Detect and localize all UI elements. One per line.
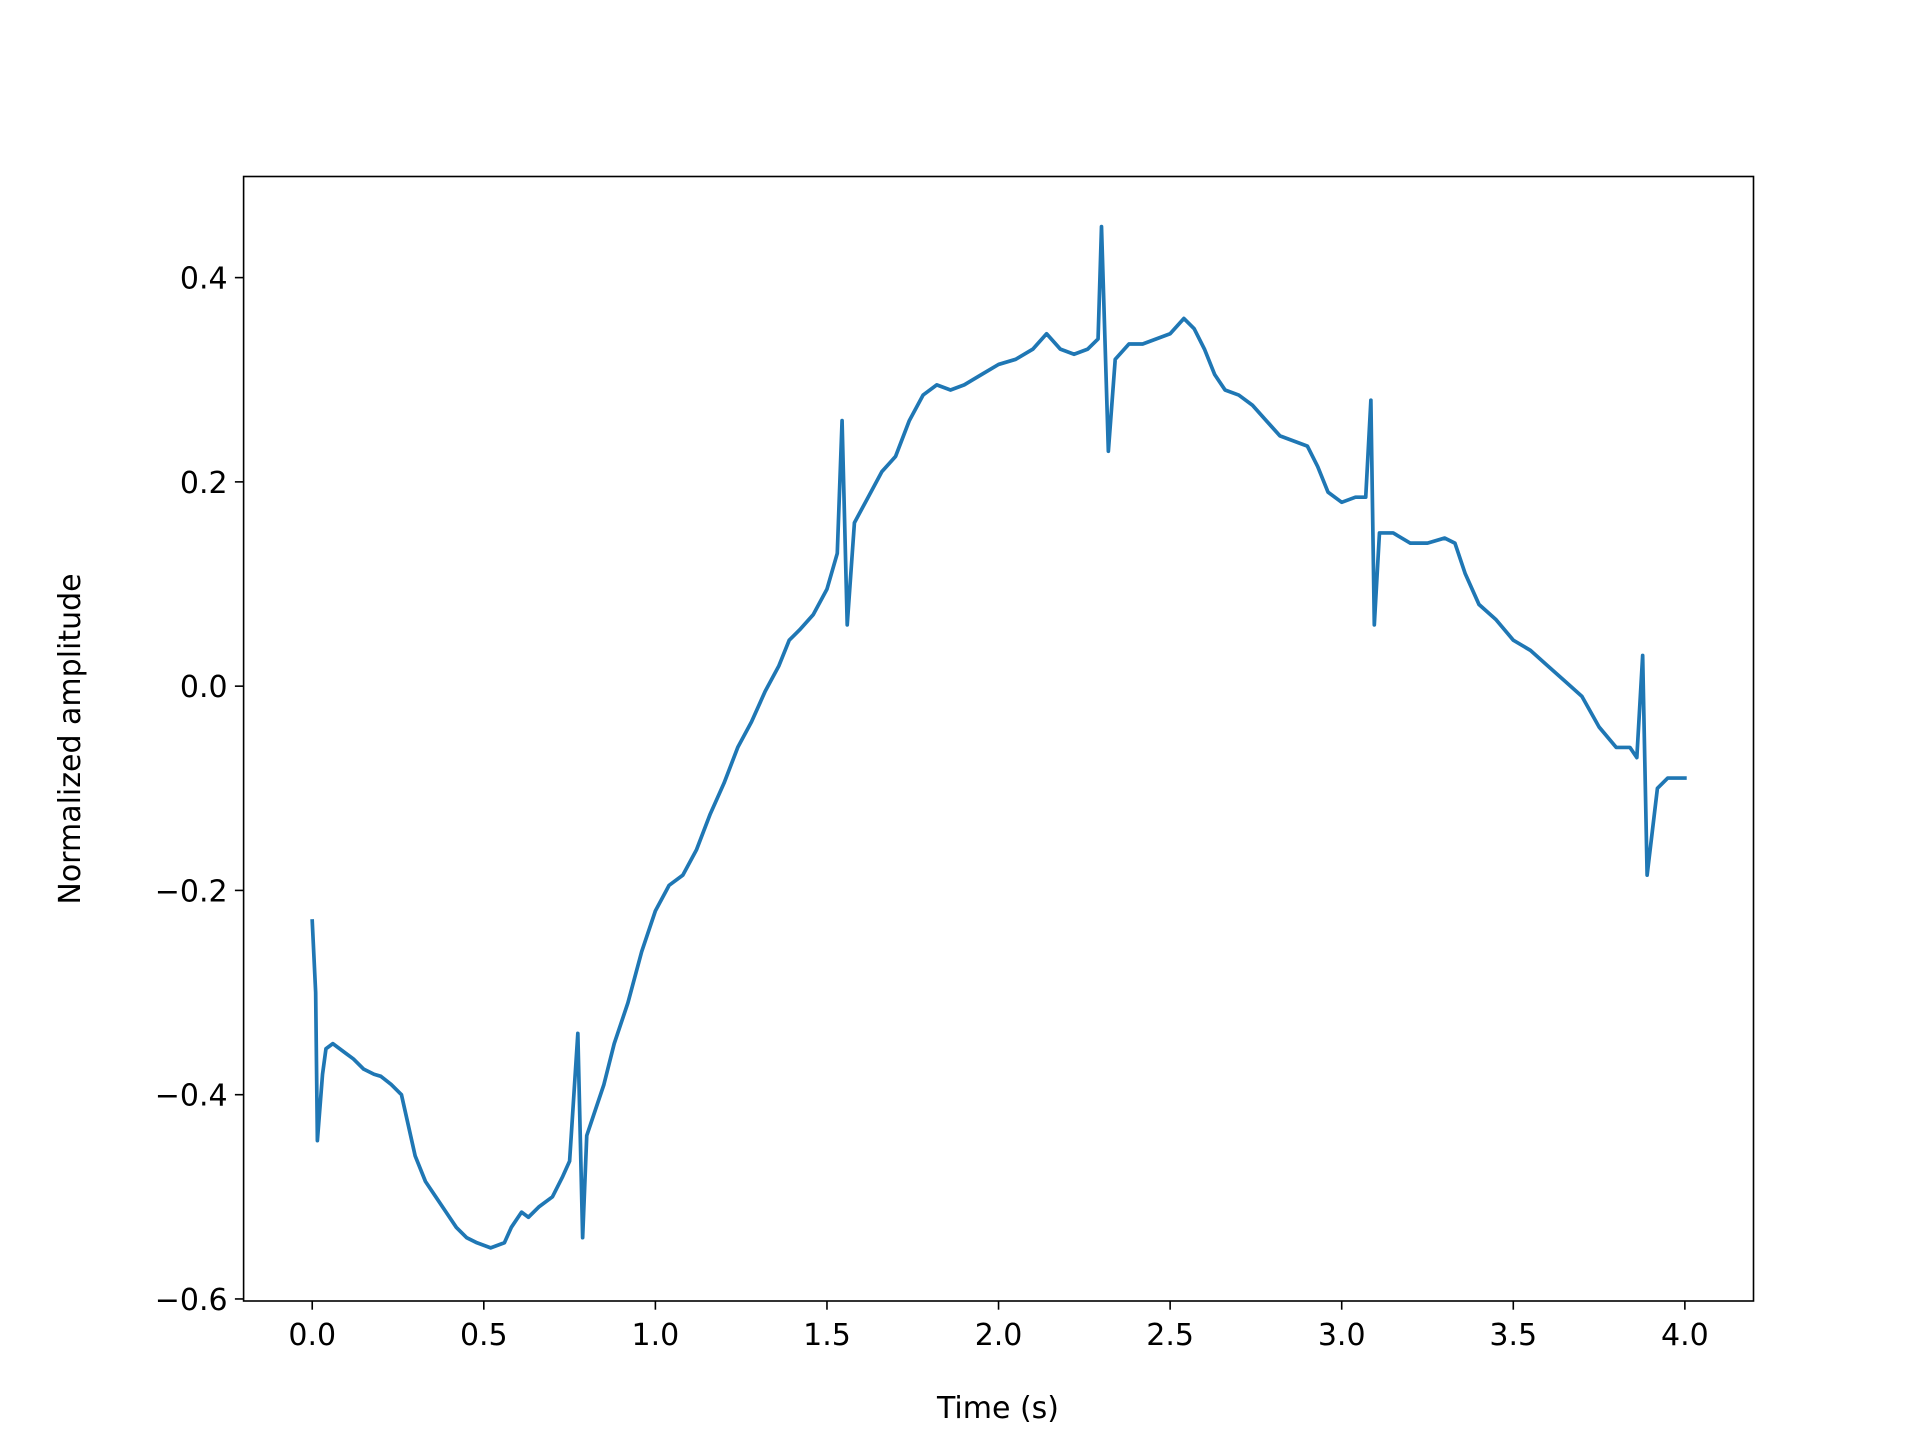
x-tick-label: 3.5 [1489, 1318, 1537, 1353]
x-tick-label: 1.0 [632, 1318, 680, 1353]
y-tick-label: 0.2 [180, 466, 228, 501]
x-tick-label: 2.0 [975, 1318, 1023, 1353]
y-tick-label: −0.2 [155, 874, 228, 909]
x-tick-label: 0.5 [460, 1318, 508, 1353]
y-axis-label: Normalized amplitude [53, 573, 88, 904]
line-series [310, 224, 1687, 1250]
x-tick-label: 3.0 [1318, 1318, 1366, 1353]
y-tick-label: 0.4 [180, 262, 228, 297]
y-tick-label: 0.0 [180, 670, 228, 705]
x-tick-label: 1.5 [803, 1318, 851, 1353]
x-tick-label: 2.5 [1146, 1318, 1194, 1353]
y-tick-label: −0.4 [155, 1079, 228, 1114]
x-axis-label: Time (s) [936, 1391, 1059, 1426]
plot-frame [242, 175, 1755, 1302]
x-tick-label: 4.0 [1661, 1318, 1709, 1353]
x-tick-label: 0.0 [288, 1318, 336, 1353]
y-tick-label: −0.6 [155, 1283, 228, 1318]
